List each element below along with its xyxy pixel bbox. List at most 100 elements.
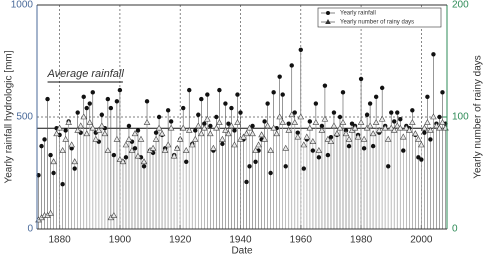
marker-circle [108, 105, 114, 111]
marker-triangle [225, 130, 232, 137]
marker-circle [232, 128, 237, 133]
marker-triangle [149, 144, 157, 151]
marker-circle [301, 166, 307, 171]
marker-triangle [384, 135, 392, 142]
marker-circle [331, 110, 337, 115]
marker-triangle [158, 130, 166, 137]
marker-circle [422, 130, 427, 135]
marker-triangle [318, 126, 326, 133]
marker-circle [298, 47, 303, 52]
marker-circle [168, 119, 174, 124]
legend-box [317, 7, 442, 28]
marker-circle [111, 152, 117, 158]
marker-triangle [246, 124, 253, 131]
marker-circle [196, 112, 201, 117]
marker-triangle [95, 126, 103, 133]
marker-triangle [390, 126, 398, 133]
marker-circle [250, 123, 255, 129]
marker-circle [202, 121, 207, 126]
marker-circle [289, 63, 294, 68]
y2-tick-label: 200 [452, 0, 469, 11]
marker-triangle [378, 115, 386, 122]
marker-triangle [381, 124, 389, 131]
marker-circle [253, 159, 258, 164]
marker-triangle [406, 126, 413, 133]
marker-circle [226, 121, 231, 126]
marker-triangle [83, 130, 91, 137]
marker-circle [72, 166, 77, 171]
marker-triangle [273, 130, 280, 137]
marker-triangle [116, 155, 124, 162]
marker-circle [286, 121, 291, 126]
marker-triangle [128, 146, 136, 153]
x-axis-label: Date [231, 246, 253, 256]
marker-triangle [321, 115, 329, 122]
marker-circle [165, 108, 171, 113]
marker-circle [99, 112, 105, 117]
marker-circle [238, 110, 243, 115]
marker-triangle [288, 111, 296, 118]
average-label: Average rainfall [47, 68, 125, 80]
marker-circle [153, 130, 159, 135]
marker-circle [307, 119, 313, 124]
marker-triangle [210, 144, 217, 151]
marker-triangle [393, 122, 401, 129]
marker-circle [425, 94, 430, 100]
marker-circle [214, 114, 219, 120]
marker-circle [310, 148, 316, 153]
marker-triangle [71, 158, 78, 165]
marker-triangle [137, 135, 145, 142]
marker-circle [45, 96, 50, 102]
marker-circle [319, 123, 325, 129]
marker-triangle [357, 118, 365, 125]
marker-circle [235, 92, 240, 97]
marker-circle [410, 108, 415, 113]
marker-circle [87, 101, 92, 106]
marker-triangle [191, 135, 199, 142]
marker-triangle [402, 124, 410, 131]
marker-circle [60, 182, 65, 187]
x-tick-label: 1940 [229, 235, 252, 246]
x-tick-label: 1980 [350, 235, 373, 246]
marker-triangle [80, 113, 88, 120]
marker-triangle [110, 211, 118, 218]
marker-circle [428, 137, 433, 142]
marker-circle [132, 146, 138, 151]
legend-marker [325, 19, 331, 24]
marker-circle [367, 101, 373, 106]
marker-triangle [56, 124, 63, 131]
marker-triangle [436, 124, 443, 131]
marker-triangle [351, 124, 359, 131]
marker-triangle [315, 146, 323, 153]
marker-circle [205, 92, 210, 97]
marker-triangle [53, 130, 60, 137]
marker-circle [328, 134, 334, 140]
marker-triangle [427, 126, 434, 133]
marker-triangle [173, 144, 181, 151]
marker-circle [349, 121, 355, 126]
marker-circle [244, 179, 249, 185]
marker-circle [361, 146, 367, 151]
marker-triangle [243, 130, 250, 137]
marker-triangle [104, 146, 112, 153]
marker-circle [217, 87, 222, 93]
x-tick-label: 2000 [410, 235, 433, 246]
marker-triangle [185, 126, 193, 133]
marker-circle [126, 123, 132, 129]
marker-triangle [430, 113, 437, 120]
marker-triangle [231, 141, 238, 148]
marker-circle [437, 114, 442, 120]
marker-triangle [170, 152, 178, 159]
marker-triangle [396, 124, 404, 131]
marker-circle [156, 114, 162, 120]
marker-circle [114, 99, 120, 104]
marker-triangle [300, 141, 308, 148]
y2-tick-label: 100 [452, 112, 469, 123]
marker-circle [313, 101, 319, 106]
marker-triangle [439, 118, 446, 125]
marker-triangle [234, 118, 241, 125]
marker-triangle [86, 118, 94, 125]
marker-triangle [50, 158, 57, 165]
marker-circle [325, 152, 331, 158]
marker-circle [395, 110, 400, 115]
